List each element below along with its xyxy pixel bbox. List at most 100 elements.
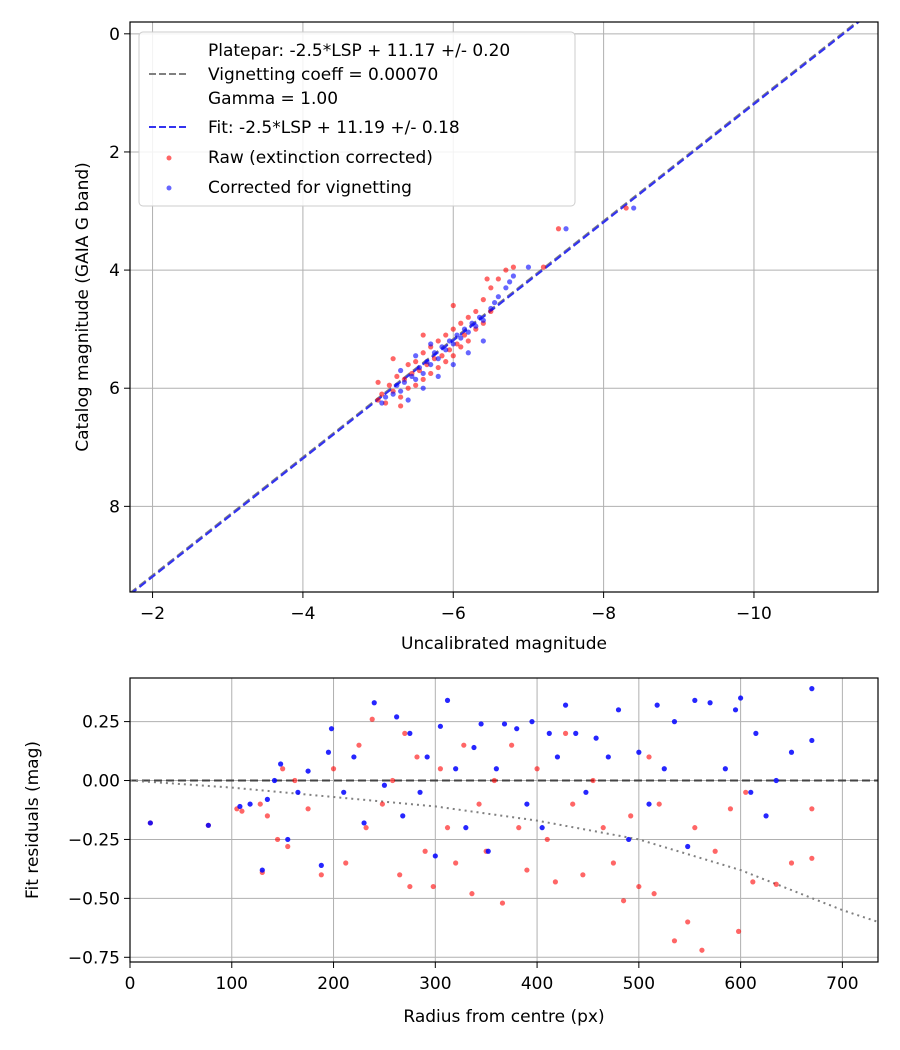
bottom-x-axis-label: Radius from centre (px) <box>403 1007 604 1027</box>
bottom-y-tick-label: 0.00 <box>82 772 120 792</box>
legend-label-raw: Raw (extinction corrected) <box>208 148 433 168</box>
raw-residual-point <box>257 801 263 807</box>
top-y-tick-label: 2 <box>109 143 120 163</box>
raw-residual-point <box>379 801 385 807</box>
raw-residual-point <box>712 848 718 854</box>
corrected-residual-point <box>305 768 311 774</box>
raw-point <box>465 314 471 320</box>
raw-residual-point <box>620 898 627 904</box>
raw-point <box>398 394 404 400</box>
top-y-tick-label: 4 <box>109 261 120 281</box>
raw-point <box>382 400 389 406</box>
top-x-tick-label: −2 <box>140 604 165 624</box>
raw-residual-point <box>491 777 497 784</box>
top-x-tick-label: −10 <box>736 604 772 624</box>
corrected-point <box>428 361 434 368</box>
raw-point <box>428 370 434 377</box>
raw-residual-point <box>437 766 443 772</box>
legend: Platepar: -2.5*LSP + 11.17 +/- 0.20 Vigne… <box>138 31 576 207</box>
top-plot-frame <box>129 21 879 593</box>
raw-residual-point <box>422 848 428 854</box>
raw-point <box>390 356 396 362</box>
raw-residual-point <box>444 825 451 831</box>
corrected-point <box>382 394 389 400</box>
raw-residual-point <box>809 806 815 812</box>
raw-residual-point <box>590 777 596 784</box>
raw-point <box>510 264 516 270</box>
corrected-residual-point <box>654 702 660 708</box>
raw-residual-point <box>330 766 337 772</box>
raw-residual-point <box>651 891 657 897</box>
bottom-x-tick-label: 300 <box>419 974 451 994</box>
raw-point <box>413 359 419 365</box>
corrected-point <box>394 382 400 388</box>
raw-residual-point <box>397 872 403 878</box>
bottom-x-tick-label: 200 <box>317 974 349 994</box>
raw-point <box>375 397 381 403</box>
top-x-tick-label: −8 <box>591 604 616 624</box>
raw-point <box>443 332 449 338</box>
corrected-point <box>488 305 494 312</box>
residuals-chart: 0 100 200 300 400 500 600 700 −0.75 −0.50 −0.25 0.0… <box>23 677 879 1027</box>
raw-point <box>386 382 392 388</box>
corrected-point <box>495 294 501 300</box>
corrected-point <box>420 370 426 377</box>
corrected-point <box>398 367 404 374</box>
raw-residual-point <box>389 777 396 784</box>
corrected-residual-point <box>453 766 459 772</box>
corrected-residual-point <box>732 707 739 713</box>
corrected-point <box>416 364 423 371</box>
corrected-residual-point <box>626 836 632 843</box>
top-fit-lines <box>130 22 861 592</box>
corrected-point <box>435 373 441 380</box>
corrected-point <box>510 273 516 279</box>
raw-residual-point <box>369 716 375 722</box>
raw-residual-point <box>750 879 756 885</box>
corrected-point <box>525 264 532 270</box>
raw-residual-point <box>356 742 362 748</box>
raw-residual-point <box>685 919 691 925</box>
raw-point <box>484 276 490 282</box>
raw-point <box>413 382 419 388</box>
raw-residual-point <box>516 825 522 831</box>
raw-point <box>465 338 471 344</box>
corrected-point <box>465 350 471 356</box>
corrected-point <box>473 323 479 329</box>
corrected-point <box>465 329 471 335</box>
corrected-point <box>413 353 419 359</box>
raw-residual-point <box>809 855 815 861</box>
corrected-residual-point <box>524 801 530 807</box>
raw-point <box>420 350 426 356</box>
bottom-y-axis-label: Fit residuals (mag) <box>23 741 43 899</box>
raw-residual-point <box>363 825 369 831</box>
raw-residual-point <box>735 928 742 934</box>
raw-residual-point <box>600 825 606 831</box>
corrected-point <box>379 400 385 406</box>
raw-residual-point <box>743 789 749 795</box>
corrected-residual-point <box>424 754 430 760</box>
corrected-residual-point <box>692 697 698 703</box>
corrected-residual-point <box>514 726 520 732</box>
raw-residual-point <box>407 883 413 890</box>
corrected-residual-point <box>485 848 491 854</box>
corrected-point <box>398 388 404 394</box>
corrected-residual-point <box>264 796 270 802</box>
raw-residual-point <box>469 891 475 897</box>
raw-residual-point <box>610 860 617 866</box>
top-y-tick-label: 0 <box>109 25 120 45</box>
corrected-point <box>563 226 569 232</box>
raw-point <box>461 332 468 338</box>
corrected-residual-point <box>437 723 443 729</box>
raw-residual-point <box>562 730 569 736</box>
raw-residual-point <box>402 730 408 736</box>
corrected-residual-point <box>707 700 713 706</box>
corrected-point <box>631 205 637 211</box>
corrected-residual-point <box>259 867 265 873</box>
corrected-residual-point <box>325 749 332 755</box>
raw-residual-point <box>499 900 506 906</box>
raw-residual-point <box>646 754 652 760</box>
raw-point <box>420 376 426 382</box>
corrected-point <box>476 314 483 320</box>
raw-residual-point <box>476 801 482 807</box>
corrected-residual-point <box>285 836 291 843</box>
